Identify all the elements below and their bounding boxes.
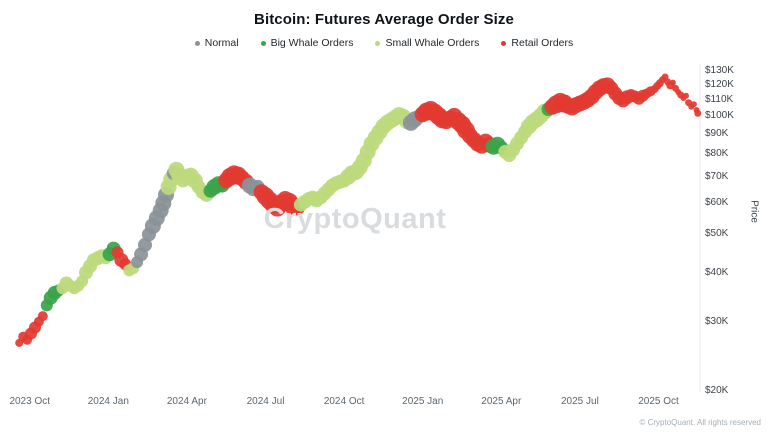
legend-item-big-whale-orders[interactable]: Big Whale Orders (260, 37, 354, 49)
x-tick-label: 2024 Jul (246, 396, 285, 407)
y-tick-label: $40K (705, 266, 729, 278)
y-tick-label: $50K (705, 228, 729, 240)
y-tick-label: $130K (705, 65, 734, 76)
y-tick-label: $80K (705, 148, 729, 159)
y-tick-label: $120K (705, 78, 734, 90)
y-tick-label: $110K (705, 93, 734, 105)
legend-label: Big Whale Orders (270, 37, 354, 49)
legend-label: Retail Orders (511, 37, 574, 49)
data-point[interactable] (683, 92, 689, 99)
y-tick-label: $20K (705, 385, 729, 396)
y-tick-label: $100K (705, 109, 734, 121)
data-point[interactable] (37, 311, 48, 322)
copyright: © CryptoQuant. All rights reserved (639, 418, 762, 427)
data-point[interactable] (138, 237, 152, 252)
x-tick-label: 2025 Jul (561, 396, 599, 407)
legend-item-small-whale-orders[interactable]: Small Whale Orders (375, 37, 479, 49)
data-point[interactable] (690, 101, 697, 108)
data-point[interactable] (694, 109, 702, 117)
legend-dot-icon (501, 40, 507, 46)
legend-dot-icon (260, 40, 266, 46)
y-tick-label: $70K (705, 170, 729, 182)
x-tick-label: 2024 Jan (87, 396, 129, 407)
legend-label: Small Whale Orders (385, 37, 480, 49)
legend-item-normal[interactable]: Normal (194, 37, 239, 49)
chart-title: Bitcoin: Futures Average Order Size (254, 11, 514, 28)
legend-dot-icon (194, 40, 200, 46)
legend-dot-icon (375, 40, 381, 46)
x-tick-label: 2025 Apr (481, 396, 522, 407)
x-tick-label: 2025 Oct (638, 396, 679, 407)
y-tick-label: $30K (705, 315, 729, 327)
legend-label: Normal (204, 37, 239, 49)
y-axis-title: Price (748, 200, 760, 223)
legend: Normal Big Whale Orders Small Whale Orders… (0, 37, 768, 49)
legend-item-retail-orders[interactable]: Retail Orders (501, 37, 573, 49)
y-tick-label: $60K (705, 197, 729, 209)
x-tick-label: 2025 Jan (402, 396, 444, 407)
y-tick-label: $90K (705, 127, 729, 139)
data-point[interactable] (669, 79, 676, 86)
x-tick-label: 2024 Apr (166, 396, 207, 407)
x-tick-label: 2023 Oct (9, 396, 51, 407)
x-tick-label: 2024 Oct (323, 396, 365, 407)
